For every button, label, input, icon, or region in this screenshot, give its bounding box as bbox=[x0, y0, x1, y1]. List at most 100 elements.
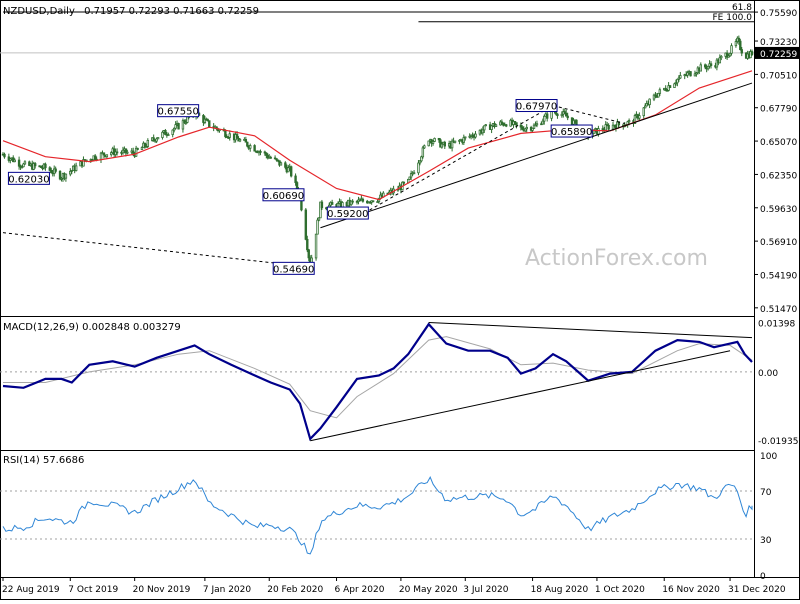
candle-body bbox=[174, 124, 177, 129]
candle-body bbox=[39, 165, 43, 168]
candle-body bbox=[739, 40, 742, 50]
price-label: 0.62030 bbox=[8, 174, 49, 185]
candle-body bbox=[184, 121, 188, 124]
price-y-tick-label: 0.65070 bbox=[760, 138, 797, 148]
candle-body bbox=[17, 159, 21, 167]
candle-body bbox=[484, 124, 487, 127]
fib-label: 61.8 bbox=[732, 3, 752, 13]
candle-body bbox=[314, 233, 318, 259]
candle-body bbox=[44, 163, 47, 169]
candle-body bbox=[535, 123, 539, 126]
candle-body bbox=[140, 147, 144, 150]
candle-body bbox=[58, 170, 62, 180]
rsi-y-tick-label: 0 bbox=[760, 572, 766, 582]
candle-body bbox=[515, 122, 518, 126]
candle-body bbox=[235, 134, 239, 139]
candle-body bbox=[709, 63, 713, 66]
price-y-tick-label: 0.62350 bbox=[760, 171, 797, 181]
candle-body bbox=[483, 125, 486, 131]
candle-body bbox=[524, 128, 527, 132]
candle-body bbox=[706, 65, 710, 70]
candle-body bbox=[208, 120, 211, 128]
candle-body bbox=[474, 133, 477, 138]
candle-body bbox=[728, 52, 732, 57]
x-tick-label: 31 Dec 2020 bbox=[728, 585, 786, 595]
candle-body bbox=[349, 200, 353, 206]
price-label-box bbox=[262, 188, 305, 202]
candle-body bbox=[560, 113, 564, 117]
macd-signal-line bbox=[3, 336, 753, 419]
candle-body bbox=[565, 112, 568, 117]
candle-body bbox=[431, 141, 435, 144]
candle-body bbox=[668, 85, 672, 89]
candle-body bbox=[664, 87, 667, 91]
last-price-tag bbox=[755, 46, 799, 59]
candle-body bbox=[224, 130, 227, 137]
candle-body bbox=[115, 151, 119, 154]
candle-body bbox=[306, 238, 309, 251]
candle-body bbox=[673, 83, 676, 89]
dashed-trendline bbox=[552, 105, 625, 125]
price-label: 0.67550 bbox=[157, 107, 198, 118]
trendline bbox=[320, 82, 753, 229]
candle-body bbox=[563, 111, 566, 114]
candle-body bbox=[525, 126, 528, 130]
candle-body bbox=[307, 249, 310, 259]
candle-body bbox=[652, 94, 656, 100]
price-label: 0.67970 bbox=[516, 102, 557, 113]
candle-body bbox=[695, 72, 698, 75]
price-label-box bbox=[157, 104, 200, 118]
candle-body bbox=[74, 165, 78, 172]
x-tick-label: 7 Jan 2020 bbox=[203, 585, 251, 595]
candle-body bbox=[317, 217, 321, 221]
candle-body bbox=[289, 166, 293, 177]
candle-body bbox=[155, 138, 158, 142]
candle-body bbox=[519, 124, 523, 128]
rsi-panel bbox=[0, 476, 754, 555]
candle-body bbox=[642, 107, 645, 117]
price-panel: 61.8FE 100.0 0.62030 0.67550 0.60690 0.54690… bbox=[0, 3, 754, 275]
candle-body bbox=[60, 177, 63, 180]
candle-body bbox=[531, 127, 534, 131]
candle-body bbox=[627, 120, 631, 123]
candle-body bbox=[468, 135, 471, 138]
candle-body bbox=[532, 124, 536, 129]
macd-trendline bbox=[428, 321, 753, 339]
candle-body bbox=[427, 140, 430, 147]
candle-body bbox=[203, 118, 207, 123]
candle-body bbox=[294, 175, 297, 183]
candle-body bbox=[715, 59, 719, 68]
candle-body bbox=[686, 72, 689, 76]
price-label: 0.54690 bbox=[273, 264, 314, 275]
candle-body bbox=[9, 158, 12, 161]
candle-body bbox=[500, 121, 504, 124]
candle-body bbox=[450, 140, 454, 149]
candle-body bbox=[330, 201, 334, 205]
x-tick-label: 20 Feb 2020 bbox=[267, 585, 323, 595]
candle-body bbox=[238, 139, 242, 142]
last-price-label: 0.72259 bbox=[760, 50, 797, 60]
candle-body bbox=[545, 113, 549, 119]
candle-body bbox=[737, 37, 741, 42]
price-label: 0.60690 bbox=[263, 191, 304, 202]
candle-body bbox=[541, 120, 545, 125]
candle-body bbox=[206, 119, 210, 122]
fib-label: FE 100.0 bbox=[713, 13, 753, 23]
candle-body bbox=[48, 167, 52, 171]
candle-body bbox=[464, 136, 467, 139]
x-tick-label: 20 Nov 2019 bbox=[133, 585, 191, 595]
x-tick-label: 18 Aug 2020 bbox=[531, 585, 589, 595]
macd-panel bbox=[0, 321, 754, 442]
candle-body bbox=[613, 124, 616, 127]
price-label-box bbox=[272, 261, 315, 275]
rsi-y-tick-label: 30 bbox=[760, 536, 772, 546]
candle-body bbox=[658, 89, 662, 94]
candle-body bbox=[316, 219, 319, 235]
candle-body bbox=[13, 159, 16, 163]
candle-body bbox=[601, 128, 604, 131]
candle-body bbox=[648, 98, 651, 106]
candle-body bbox=[674, 82, 678, 85]
rsi-panel-title: RSI(14) 57.6686 bbox=[3, 455, 84, 466]
